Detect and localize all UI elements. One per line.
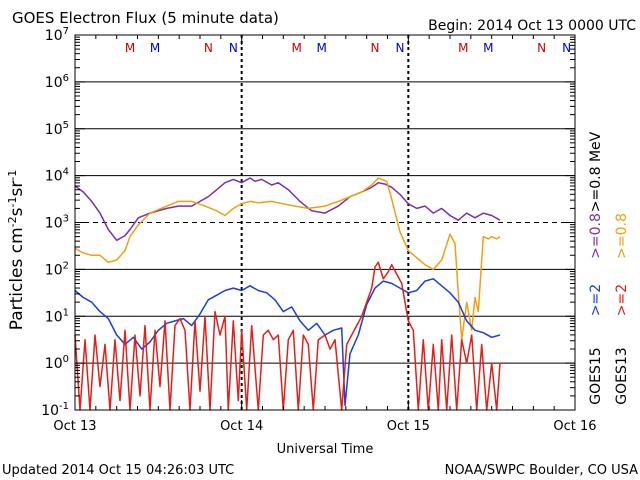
- mn-marker: N: [537, 41, 546, 55]
- chart-title: GOES Electron Flux (5 minute data): [12, 9, 279, 27]
- mn-marker: M: [291, 41, 301, 55]
- mn-marker: N: [229, 41, 238, 55]
- y-tick-label: 105: [45, 120, 69, 138]
- legend-label: >=0.8: [614, 213, 630, 259]
- y-tick-label: 104: [45, 167, 69, 185]
- begin-label: Begin: 2014 Oct 13 0000 UTC: [428, 18, 636, 34]
- x-axis-label: Universal Time: [277, 442, 374, 457]
- mn-marker: N: [371, 41, 380, 55]
- series-line: [74, 177, 501, 341]
- legend-label: >=0.8: [588, 213, 604, 259]
- series-line: [74, 261, 501, 411]
- mn-marker: N: [562, 41, 571, 55]
- x-tick-label: Oct 13: [53, 419, 96, 434]
- legend-label: >=2: [588, 284, 604, 316]
- y-axis: 107 106 105 104 103 102 101 100 10-1: [41, 26, 575, 419]
- x-tick-label: Oct 14: [220, 419, 263, 434]
- y-tick-label: 107: [45, 26, 69, 44]
- mn-marker: M: [483, 41, 493, 55]
- mn-marker: N: [204, 41, 213, 55]
- mn-marker: M: [150, 41, 160, 55]
- x-tick-label: Oct 16: [553, 419, 596, 434]
- updated-label: Updated 2014 Oct 15 04:26:03 UTC: [2, 463, 234, 478]
- series-lines: [74, 177, 501, 411]
- y-tick-label: 106: [45, 73, 69, 91]
- y-tick-label: 10-1: [41, 401, 69, 419]
- y-axis-label: Particles cm-2s-1sr-1: [6, 170, 28, 331]
- y-tick-label: 100: [45, 354, 69, 372]
- mn-marker: M: [458, 41, 468, 55]
- mn-marker: M: [316, 41, 326, 55]
- y-tick-label: 101: [45, 307, 69, 325]
- legend-label: GOES13: [614, 347, 630, 404]
- legend-label: >=0.8 MeV: [588, 131, 604, 212]
- legend-label: >=2: [614, 284, 630, 316]
- day-dividers: [240, 35, 410, 410]
- y-tick-label: 103: [45, 214, 69, 232]
- mn-marker: M: [125, 41, 135, 55]
- x-tick-label: Oct 15: [387, 419, 430, 434]
- x-axis: Oct 13 Oct 14 Oct 15 Oct 16: [53, 35, 597, 434]
- credit-label: NOAA/SWPC Boulder, CO USA: [445, 463, 638, 478]
- mn-marker: N: [396, 41, 405, 55]
- series-line: [74, 177, 501, 242]
- series-line: [74, 278, 501, 407]
- legend-label: GOES15: [588, 347, 604, 404]
- y-tick-label: 102: [45, 260, 69, 278]
